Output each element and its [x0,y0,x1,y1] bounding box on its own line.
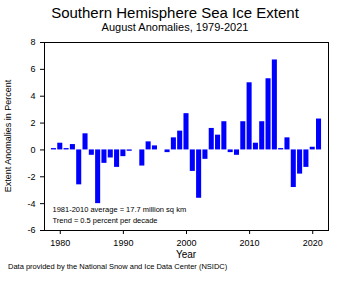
svg-text:6: 6 [30,64,35,74]
svg-text:8: 8 [30,37,35,47]
svg-text:-4: -4 [27,199,35,209]
svg-text:Trend = 0.5 percent per decade: Trend = 0.5 percent per decade [53,216,158,225]
svg-text:-2: -2 [27,172,35,182]
svg-text:2020: 2020 [303,238,323,248]
svg-text:-6: -6 [27,225,35,235]
svg-text:2010: 2010 [240,238,260,248]
html-text:August Anomalies, 1979-2021: August Anomalies, 1979-2021 [101,21,249,33]
svg-text:1980: 1980 [50,238,70,248]
svg-text:1990: 1990 [113,238,133,248]
svg-text:0: 0 [30,145,35,155]
svg-text:Year: Year [176,249,197,260]
svg-text:2: 2 [30,118,35,128]
svg-text:2000: 2000 [176,238,196,248]
svg-text:1981-2010 average = 17.7 milli: 1981-2010 average = 17.7 million sq km [53,205,187,214]
html-text:Data provided by the National: Data provided by the National Snow and I… [8,262,228,271]
svg-text:Extent Anomalies in Percent: Extent Anomalies in Percent [3,79,13,192]
html-text:Southern Hemisphere Sea Ice Ex: Southern Hemisphere Sea Ice Extent [51,4,299,21]
svg-text:4: 4 [30,91,35,101]
